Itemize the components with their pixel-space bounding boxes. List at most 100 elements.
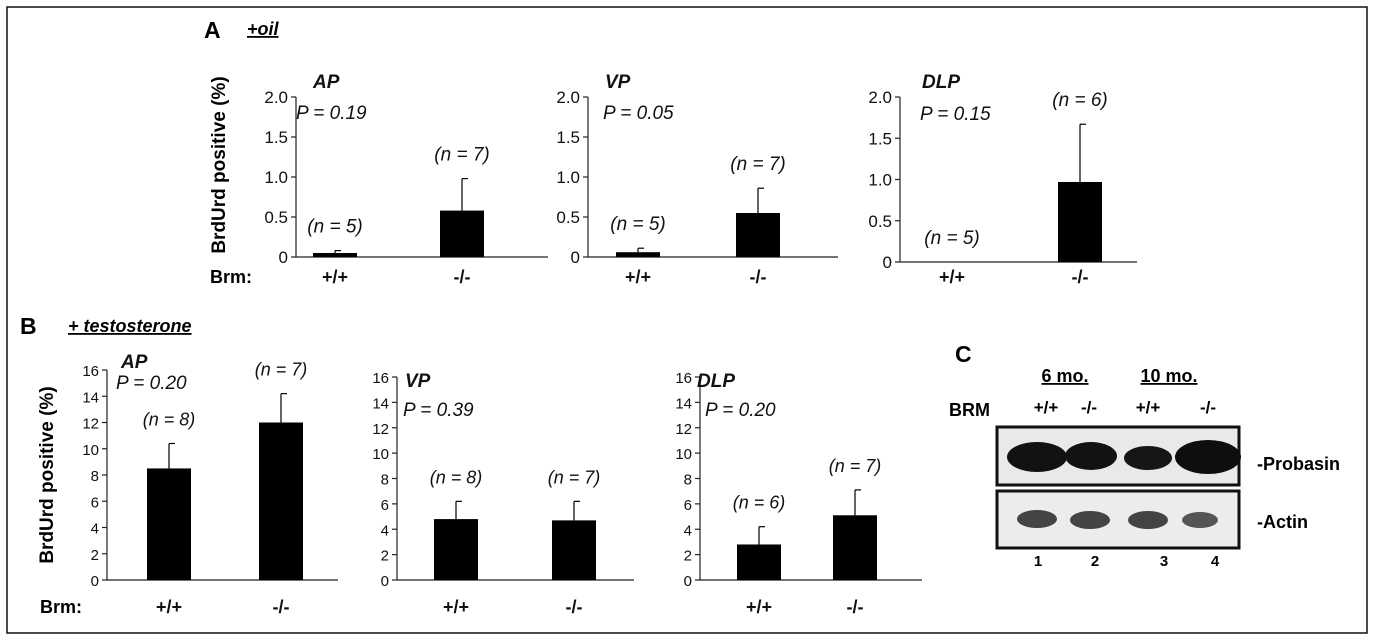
n-label: (n = 7) xyxy=(548,467,601,487)
y-tick-label: 4 xyxy=(381,522,389,539)
y-tick-label: 12 xyxy=(675,421,692,438)
category-label: -/- xyxy=(750,267,767,287)
chart-title: VP xyxy=(405,371,431,392)
bar xyxy=(616,252,660,257)
actin-band xyxy=(1017,510,1057,528)
actin-band xyxy=(1128,511,1168,529)
y-tick-label: 12 xyxy=(82,416,99,433)
blot-brm-label: BRM xyxy=(949,400,990,420)
y-tick-label: 6 xyxy=(91,494,99,511)
probasin-band xyxy=(1124,446,1172,470)
y-tick-label: 0 xyxy=(91,573,99,590)
y-tick-label: 0 xyxy=(684,573,692,590)
p-value: P = 0.19 xyxy=(296,103,367,124)
chart-title: DLP xyxy=(922,72,960,93)
blot-genotype-label: +/+ xyxy=(1136,398,1161,417)
y-tick-label: 14 xyxy=(675,395,692,412)
bar xyxy=(833,515,877,580)
n-label: (n = 7) xyxy=(255,360,308,380)
bar xyxy=(259,422,303,580)
y-tick-label: 2 xyxy=(381,548,389,565)
y-tick-label: 14 xyxy=(372,395,389,412)
panel-a-label: A xyxy=(204,17,221,43)
bar xyxy=(147,468,191,580)
chart-title: AP xyxy=(312,72,340,93)
n-label: (n = 5) xyxy=(307,217,362,238)
probasin-band xyxy=(1175,440,1241,474)
lane-number: 2 xyxy=(1091,553,1099,570)
blot-group-label: 6 mo. xyxy=(1041,366,1088,386)
panel-b-label: B xyxy=(20,313,37,339)
p-value: P = 0.39 xyxy=(403,400,474,421)
chart-title: DLP xyxy=(697,371,735,392)
p-value: P = 0.20 xyxy=(116,373,187,394)
actin-band xyxy=(1182,512,1218,528)
p-value: P = 0.15 xyxy=(920,104,991,125)
bar xyxy=(434,519,478,580)
blot-genotype-label: +/+ xyxy=(1034,398,1059,417)
y-tick-label: 0 xyxy=(381,573,389,590)
y-tick-label: 2.0 xyxy=(868,88,892,107)
y-tick-label: 8 xyxy=(381,472,389,489)
actin-label: -Actin xyxy=(1257,512,1308,532)
y-tick-label: 8 xyxy=(91,468,99,485)
category-label: +/+ xyxy=(156,597,182,617)
bar xyxy=(313,253,357,257)
y-tick-label: 4 xyxy=(91,521,99,538)
panel-a-ylabel: BrdUrd positive (%) xyxy=(209,76,230,253)
n-label: (n = 8) xyxy=(430,467,483,487)
n-label: (n = 7) xyxy=(434,145,489,166)
y-tick-label: 1.5 xyxy=(264,128,288,147)
y-tick-label: 0 xyxy=(883,253,892,272)
y-tick-label: 2.0 xyxy=(264,88,288,107)
y-tick-label: 10 xyxy=(675,446,692,463)
category-label: +/+ xyxy=(322,267,348,287)
chart-a-dlp: 0 0.5 1.0 1.5 2.0 DLP P = 0.15 (n = 5) +/+ (n = 6… xyxy=(868,72,1137,287)
chart-a-ap: 0 0.5 1.0 1.5 2.0 AP P = 0.19 (n = 5) +/+ (n = 7)… xyxy=(264,72,548,287)
bar xyxy=(737,544,781,580)
y-tick-label: 0.5 xyxy=(264,208,288,227)
category-label: +/+ xyxy=(625,267,651,287)
bar xyxy=(552,520,596,580)
y-tick-label: 2 xyxy=(91,547,99,564)
n-label: (n = 8) xyxy=(143,410,196,430)
chart-a-vp: 0 0.5 1.0 1.5 2.0 VP P = 0.05 (n = 5) +/+ (n = 7)… xyxy=(556,72,838,287)
y-tick-label: 4 xyxy=(684,522,692,539)
y-tick-label: 10 xyxy=(372,446,389,463)
panel-a-treatment: +oil xyxy=(247,19,280,39)
actin-band xyxy=(1070,511,1110,529)
category-label: +/+ xyxy=(443,597,469,617)
probasin-band xyxy=(1007,442,1067,472)
bar xyxy=(736,213,780,257)
chart-title: VP xyxy=(605,72,631,93)
n-label: (n = 5) xyxy=(924,228,979,249)
bar xyxy=(1058,181,1102,262)
y-tick-label: 2.0 xyxy=(556,88,580,107)
panel-b-brm-label: Brm: xyxy=(40,597,82,617)
lane-number: 4 xyxy=(1211,553,1220,570)
category-label: -/- xyxy=(847,597,864,617)
y-tick-label: 1.0 xyxy=(868,171,892,190)
n-label: (n = 7) xyxy=(829,456,882,476)
y-tick-label: 0.5 xyxy=(868,212,892,231)
y-tick-label: 6 xyxy=(684,497,692,514)
y-tick-label: 16 xyxy=(82,363,99,380)
y-tick-label: 14 xyxy=(82,389,99,406)
y-tick-label: 0 xyxy=(571,248,580,267)
n-label: (n = 6) xyxy=(733,493,786,513)
lane-number: 1 xyxy=(1034,553,1042,570)
category-label: +/+ xyxy=(746,597,772,617)
category-label: +/+ xyxy=(939,267,965,287)
y-tick-label: 16 xyxy=(675,370,692,387)
panel-c-label: C xyxy=(955,341,972,367)
blot-genotype-label: -/- xyxy=(1200,398,1216,417)
n-label: (n = 6) xyxy=(1052,90,1107,111)
category-label: -/- xyxy=(273,597,290,617)
y-tick-label: 16 xyxy=(372,370,389,387)
panel-b-treatment: + testosterone xyxy=(68,316,192,336)
y-tick-label: 8 xyxy=(684,472,692,489)
category-label: -/- xyxy=(566,597,583,617)
chart-b-ap: 0 2 4 6 8 10 12 14 16 APP = 0.20 (n = 8) +/+ (n = 7)… xyxy=(82,352,338,617)
y-tick-label: 0 xyxy=(279,248,288,267)
